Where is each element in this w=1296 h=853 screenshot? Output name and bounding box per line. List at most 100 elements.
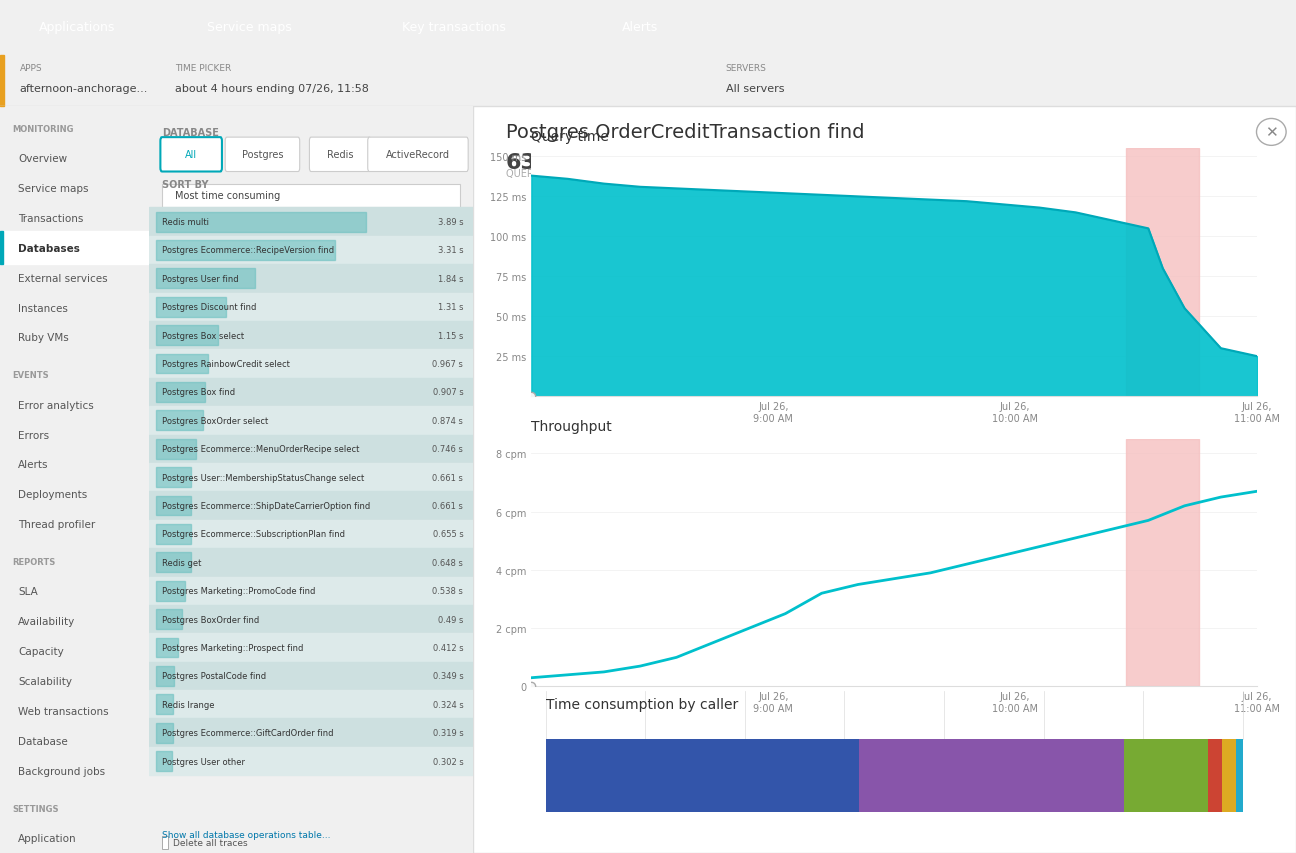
Text: Overview: Overview <box>18 154 67 164</box>
Bar <box>149 236 473 264</box>
Bar <box>149 350 473 379</box>
Text: Postgres User find: Postgres User find <box>162 275 238 283</box>
Text: Postgres Marketing::PromoCode find: Postgres Marketing::PromoCode find <box>162 587 315 595</box>
Text: Errors: Errors <box>18 430 49 440</box>
Bar <box>149 407 473 435</box>
Bar <box>149 718 473 747</box>
Text: Postgres Ecommerce::RecipeVersion find: Postgres Ecommerce::RecipeVersion find <box>162 247 334 255</box>
Text: Postgres User::MembershipStatusChange select: Postgres User::MembershipStatusChange se… <box>162 473 364 482</box>
Bar <box>156 241 334 261</box>
Text: Redis lrange: Redis lrange <box>162 700 215 709</box>
FancyBboxPatch shape <box>226 138 299 172</box>
Text: SORT BY: SORT BY <box>162 180 209 190</box>
Bar <box>149 690 473 718</box>
Bar <box>149 662 473 690</box>
Text: 1.31 s: 1.31 s <box>438 303 463 312</box>
Text: 0.538 s: 0.538 s <box>433 587 463 595</box>
Text: Time consumption by caller: Time consumption by caller <box>546 697 739 711</box>
Bar <box>156 467 192 488</box>
Bar <box>156 212 365 232</box>
Bar <box>156 298 227 317</box>
Bar <box>149 747 473 775</box>
Text: ms: ms <box>560 154 578 167</box>
Text: SLA: SLA <box>18 587 38 597</box>
Bar <box>1222 740 1235 812</box>
Bar <box>0 232 149 264</box>
Text: Postgres Box select: Postgres Box select <box>162 331 244 340</box>
Text: Postgres RainbowCredit select: Postgres RainbowCredit select <box>162 360 290 368</box>
Text: SETTINGS: SETTINGS <box>12 804 58 813</box>
Text: 0.648 s: 0.648 s <box>433 558 463 567</box>
Bar <box>149 463 473 491</box>
Bar <box>156 269 255 289</box>
Text: REPORTS: REPORTS <box>12 557 56 566</box>
Text: Redis multi: Redis multi <box>162 218 209 227</box>
Text: QUERY TIME: QUERY TIME <box>505 169 565 179</box>
Bar <box>156 496 192 516</box>
FancyBboxPatch shape <box>161 138 222 172</box>
Text: Redis get: Redis get <box>162 558 201 567</box>
FancyBboxPatch shape <box>310 138 371 172</box>
Bar <box>156 666 175 686</box>
Text: 3.89 s: 3.89 s <box>438 218 463 227</box>
Text: Application: Application <box>18 833 76 843</box>
FancyBboxPatch shape <box>162 185 460 207</box>
Text: DATABASE: DATABASE <box>162 128 219 137</box>
Text: 1.15 s: 1.15 s <box>438 331 463 340</box>
Bar <box>156 553 191 572</box>
Text: about 4 hours ending 07/26, 11:58: about 4 hours ending 07/26, 11:58 <box>175 84 369 94</box>
Bar <box>156 382 205 403</box>
Text: Show all database operations table...: Show all database operations table... <box>162 830 330 838</box>
Text: ActiveRecord: ActiveRecord <box>386 150 450 160</box>
Bar <box>1235 740 1243 812</box>
Text: afternoon-anchorage...: afternoon-anchorage... <box>19 84 148 94</box>
Text: External services: External services <box>18 273 108 283</box>
Bar <box>156 411 203 431</box>
Bar <box>546 740 859 812</box>
Bar <box>156 694 174 715</box>
Bar <box>149 520 473 548</box>
Bar <box>149 264 473 293</box>
Text: Most time consuming: Most time consuming <box>175 191 280 201</box>
Text: Throughput: Throughput <box>531 420 612 434</box>
Text: Postgres BoxOrder find: Postgres BoxOrder find <box>162 615 259 624</box>
Text: 3.97: 3.97 <box>605 153 660 172</box>
Text: 3.31 s: 3.31 s <box>438 247 463 255</box>
Text: Availability: Availability <box>18 617 75 627</box>
Text: 0.967 s: 0.967 s <box>433 360 463 368</box>
Text: Postgres Marketing::Prospect find: Postgres Marketing::Prospect find <box>162 643 303 653</box>
Text: Delete all traces: Delete all traces <box>174 838 248 847</box>
Text: EVENTS: EVENTS <box>12 371 48 380</box>
Bar <box>156 609 181 630</box>
Text: 0.907 s: 0.907 s <box>433 388 463 397</box>
Text: Instances: Instances <box>18 303 67 313</box>
Text: Ruby VMs: Ruby VMs <box>18 333 69 343</box>
Bar <box>156 354 207 374</box>
Bar <box>149 322 473 350</box>
Bar <box>149 379 473 407</box>
Text: Postgres Ecommerce::ShipDateCarrierOption find: Postgres Ecommerce::ShipDateCarrierOptio… <box>162 502 371 510</box>
Text: 0.412 s: 0.412 s <box>433 643 463 653</box>
Text: 0.349 s: 0.349 s <box>433 671 463 681</box>
Bar <box>162 836 168 850</box>
Bar <box>149 634 473 662</box>
Bar <box>149 293 473 322</box>
Text: Postgres Ecommerce::SubscriptionPlan find: Postgres Ecommerce::SubscriptionPlan fin… <box>162 530 345 539</box>
Text: Key transactions: Key transactions <box>402 21 505 34</box>
Text: 0.661 s: 0.661 s <box>433 502 463 510</box>
Text: Postgres Box find: Postgres Box find <box>162 388 235 397</box>
Text: Capacity: Capacity <box>18 647 64 657</box>
Text: APPS: APPS <box>19 64 41 73</box>
Bar <box>156 581 184 601</box>
Bar <box>156 439 196 459</box>
Text: Transactions: Transactions <box>18 213 83 223</box>
Bar <box>156 751 172 771</box>
Bar <box>149 491 473 520</box>
Text: Postgres BoxOrder select: Postgres BoxOrder select <box>162 416 268 426</box>
Text: Query time: Query time <box>531 130 609 144</box>
Text: Postgres PostalCode find: Postgres PostalCode find <box>162 671 266 681</box>
Bar <box>156 525 191 544</box>
Text: 0.874 s: 0.874 s <box>433 416 463 426</box>
Bar <box>149 208 473 236</box>
Bar <box>1124 740 1208 812</box>
